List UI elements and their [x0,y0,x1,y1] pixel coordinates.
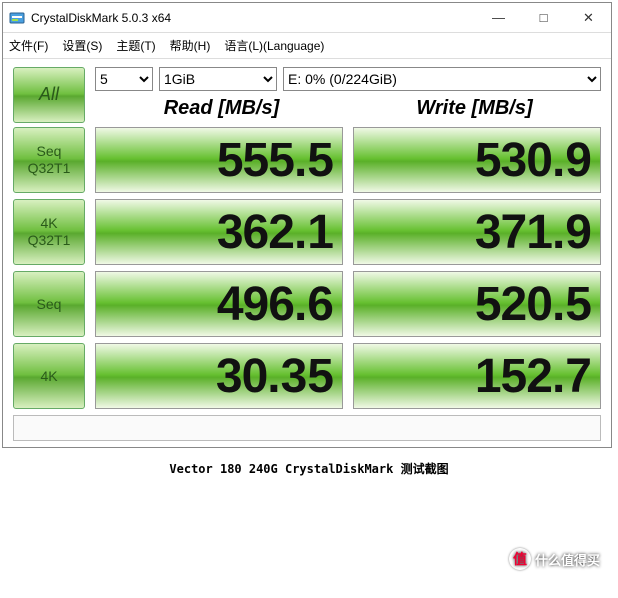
window-title: CrystalDiskMark 5.0.3 x64 [31,11,476,25]
row-4k: 4K 30.35 152.7 [13,343,601,409]
menu-settings[interactable]: 设置(S) [62,37,102,54]
caption: Vector 180 240G CrystalDiskMark 测试截图 [0,450,618,483]
selectors: 5 1GiB E: 0% (0/224GiB) Read [MB/s] Writ… [95,67,601,123]
top-row: All 5 1GiB E: 0% (0/224GiB) Read [MB/s] … [13,67,601,123]
watermark-text: 什么值得买 [535,550,600,569]
row-4k-q32t1: 4KQ32T1 362.1 371.9 [13,199,601,265]
4k-q32t1-write: 371.9 [353,199,601,265]
close-button[interactable]: ✕ [566,3,611,32]
titlebar[interactable]: CrystalDiskMark 5.0.3 x64 — □ ✕ [3,3,611,33]
seq-write: 520.5 [353,271,601,337]
app-icon [9,10,25,26]
size-select[interactable]: 1GiB [159,67,277,91]
4k-read: 30.35 [95,343,343,409]
menu-language[interactable]: 语言(L)(Language) [224,37,324,54]
4k-q32t1-read: 362.1 [95,199,343,265]
runs-select[interactable]: 5 [95,67,153,91]
seq-q32t1-write: 530.9 [353,127,601,193]
menubar: 文件(F) 设置(S) 主题(T) 帮助(H) 语言(L)(Language) [3,33,611,59]
all-button[interactable]: All [13,67,85,123]
menu-file[interactable]: 文件(F) [9,37,48,54]
seq-read: 496.6 [95,271,343,337]
4k-q32t1-button[interactable]: 4KQ32T1 [13,199,85,265]
row-seq: Seq 496.6 520.5 [13,271,601,337]
all-button-wrap: All [13,67,85,123]
drive-select[interactable]: E: 0% (0/224GiB) [283,67,601,91]
header-write: Write [MB/s] [348,97,601,120]
maximize-button[interactable]: □ [521,3,566,32]
watermark: 值 什么值得买 [509,548,600,570]
header-read: Read [MB/s] [95,97,348,120]
row-seq-q32t1: SeqQ32T1 555.5 530.9 [13,127,601,193]
window: CrystalDiskMark 5.0.3 x64 — □ ✕ 文件(F) 设置… [2,2,612,448]
status-bar [13,415,601,441]
menu-help[interactable]: 帮助(H) [170,37,211,54]
seq-q32t1-read: 555.5 [95,127,343,193]
seq-q32t1-button[interactable]: SeqQ32T1 [13,127,85,193]
seq-button[interactable]: Seq [13,271,85,337]
selector-row: 5 1GiB E: 0% (0/224GiB) [95,67,601,91]
minimize-button[interactable]: — [476,3,521,32]
watermark-icon: 值 [509,548,531,570]
4k-button[interactable]: 4K [13,343,85,409]
content-area: All 5 1GiB E: 0% (0/224GiB) Read [MB/s] … [3,59,611,447]
menu-theme[interactable]: 主题(T) [116,37,155,54]
4k-write: 152.7 [353,343,601,409]
column-headers: Read [MB/s] Write [MB/s] [95,97,601,120]
